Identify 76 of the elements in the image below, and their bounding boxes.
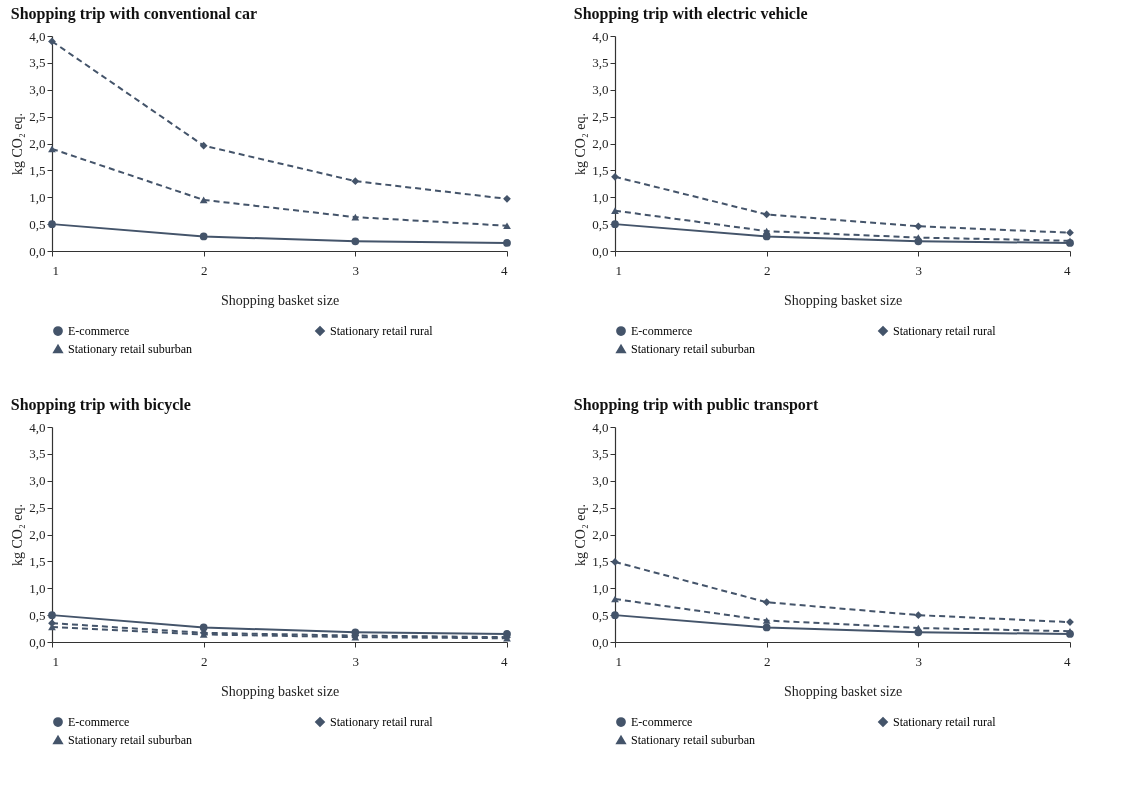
legend-label: Stationary retail suburban <box>68 342 192 356</box>
legend-label: Stationary retail rural <box>893 715 997 730</box>
x-tick-label: 3 <box>915 653 923 669</box>
y-axis-title: kg CO₂ eq. <box>573 503 589 567</box>
y-tick-label: 3,5 <box>592 446 609 462</box>
y-axis-title: kg CO₂ eq. <box>573 112 589 176</box>
chart-title: Shopping trip with conventional car <box>10 5 258 23</box>
y-tick-label: 1,5 <box>29 162 46 178</box>
x-tick-label: 3 <box>352 653 360 669</box>
y-tick-label: 1,5 <box>592 553 609 569</box>
y-tick-label: 3,5 <box>592 55 609 71</box>
y-tick-label: 2,0 <box>592 527 609 542</box>
y-tick-label: 2,5 <box>29 109 46 125</box>
y-tick-label: 2,0 <box>592 136 609 151</box>
x-axis-title: Shopping basket size <box>783 292 903 308</box>
y-axis-title: kg CO₂ eq. <box>10 112 26 176</box>
y-tick-label: 2,5 <box>592 500 609 516</box>
y-tick-label: 1,5 <box>29 553 46 569</box>
y-tick-label: 3,0 <box>592 82 609 98</box>
y-axis-title: kg CO₂ eq. <box>10 503 26 567</box>
y-tick-label: 0,5 <box>592 216 609 232</box>
x-tick-label: 4 <box>1064 262 1071 278</box>
x-tick-label: 1 <box>52 653 59 669</box>
legend-label: Stationary retail suburban <box>631 342 755 356</box>
x-tick-label: 2 <box>763 653 771 669</box>
legend-label: Stationary retail rural <box>330 324 434 339</box>
y-tick-label: 1,0 <box>592 580 609 596</box>
y-tick-label: 4,0 <box>592 419 609 435</box>
x-tick-label: 3 <box>352 262 360 278</box>
x-axis-title: Shopping basket size <box>783 683 903 699</box>
y-tick-label: 1,0 <box>29 580 46 596</box>
x-axis-title: Shopping basket size <box>220 683 340 699</box>
x-tick-label: 3 <box>915 262 923 278</box>
y-tick-label: 1,0 <box>29 189 46 205</box>
x-tick-label: 2 <box>200 653 208 669</box>
y-tick-label: 3,5 <box>29 55 46 71</box>
legend-label: E-commerce <box>631 715 693 730</box>
x-tick-label: 4 <box>501 262 508 278</box>
y-tick-label: 2,0 <box>29 527 46 542</box>
x-tick-label: 4 <box>501 653 508 669</box>
y-tick-label: 3,0 <box>29 82 46 98</box>
x-tick-label: 1 <box>52 262 59 278</box>
legend-label: Stationary retail suburban <box>631 733 755 747</box>
y-tick-label: 1,5 <box>592 162 609 178</box>
y-tick-label: 0,0 <box>29 634 46 650</box>
x-tick-label: 1 <box>615 653 622 669</box>
chart-title: Shopping trip with electric vehicle <box>573 5 808 23</box>
x-tick-label: 4 <box>1064 653 1071 669</box>
legend-label: Stationary retail rural <box>330 715 434 730</box>
legend-label: Stationary retail suburban <box>68 733 192 747</box>
y-tick-label: 0,0 <box>592 634 609 650</box>
chart-title: Shopping trip with public transport <box>573 396 819 414</box>
y-tick-label: 0,5 <box>29 607 46 623</box>
y-tick-label: 0,5 <box>29 216 46 232</box>
chart-title: Shopping trip with bicycle <box>10 396 191 414</box>
y-tick-label: 3,5 <box>29 446 46 462</box>
legend-label: Stationary retail rural <box>893 324 997 339</box>
y-tick-label: 4,0 <box>29 419 46 435</box>
y-tick-label: 3,0 <box>29 473 46 489</box>
x-tick-label: 1 <box>615 262 622 278</box>
y-tick-label: 2,5 <box>592 109 609 125</box>
y-tick-label: 3,0 <box>592 473 609 489</box>
y-tick-label: 0,0 <box>29 243 46 259</box>
y-tick-label: 4,0 <box>592 28 609 44</box>
y-tick-label: 2,5 <box>29 500 46 516</box>
x-tick-label: 2 <box>200 262 208 278</box>
legend-label: E-commerce <box>631 324 693 339</box>
y-tick-label: 2,0 <box>29 136 46 151</box>
legend-label: E-commerce <box>68 324 130 339</box>
y-tick-label: 0,5 <box>592 607 609 623</box>
legend-label: E-commerce <box>68 715 130 730</box>
x-tick-label: 2 <box>763 262 771 278</box>
y-tick-label: 0,0 <box>592 243 609 259</box>
y-tick-label: 1,0 <box>592 189 609 205</box>
y-tick-label: 4,0 <box>29 28 46 44</box>
x-axis-title: Shopping basket size <box>220 292 340 308</box>
